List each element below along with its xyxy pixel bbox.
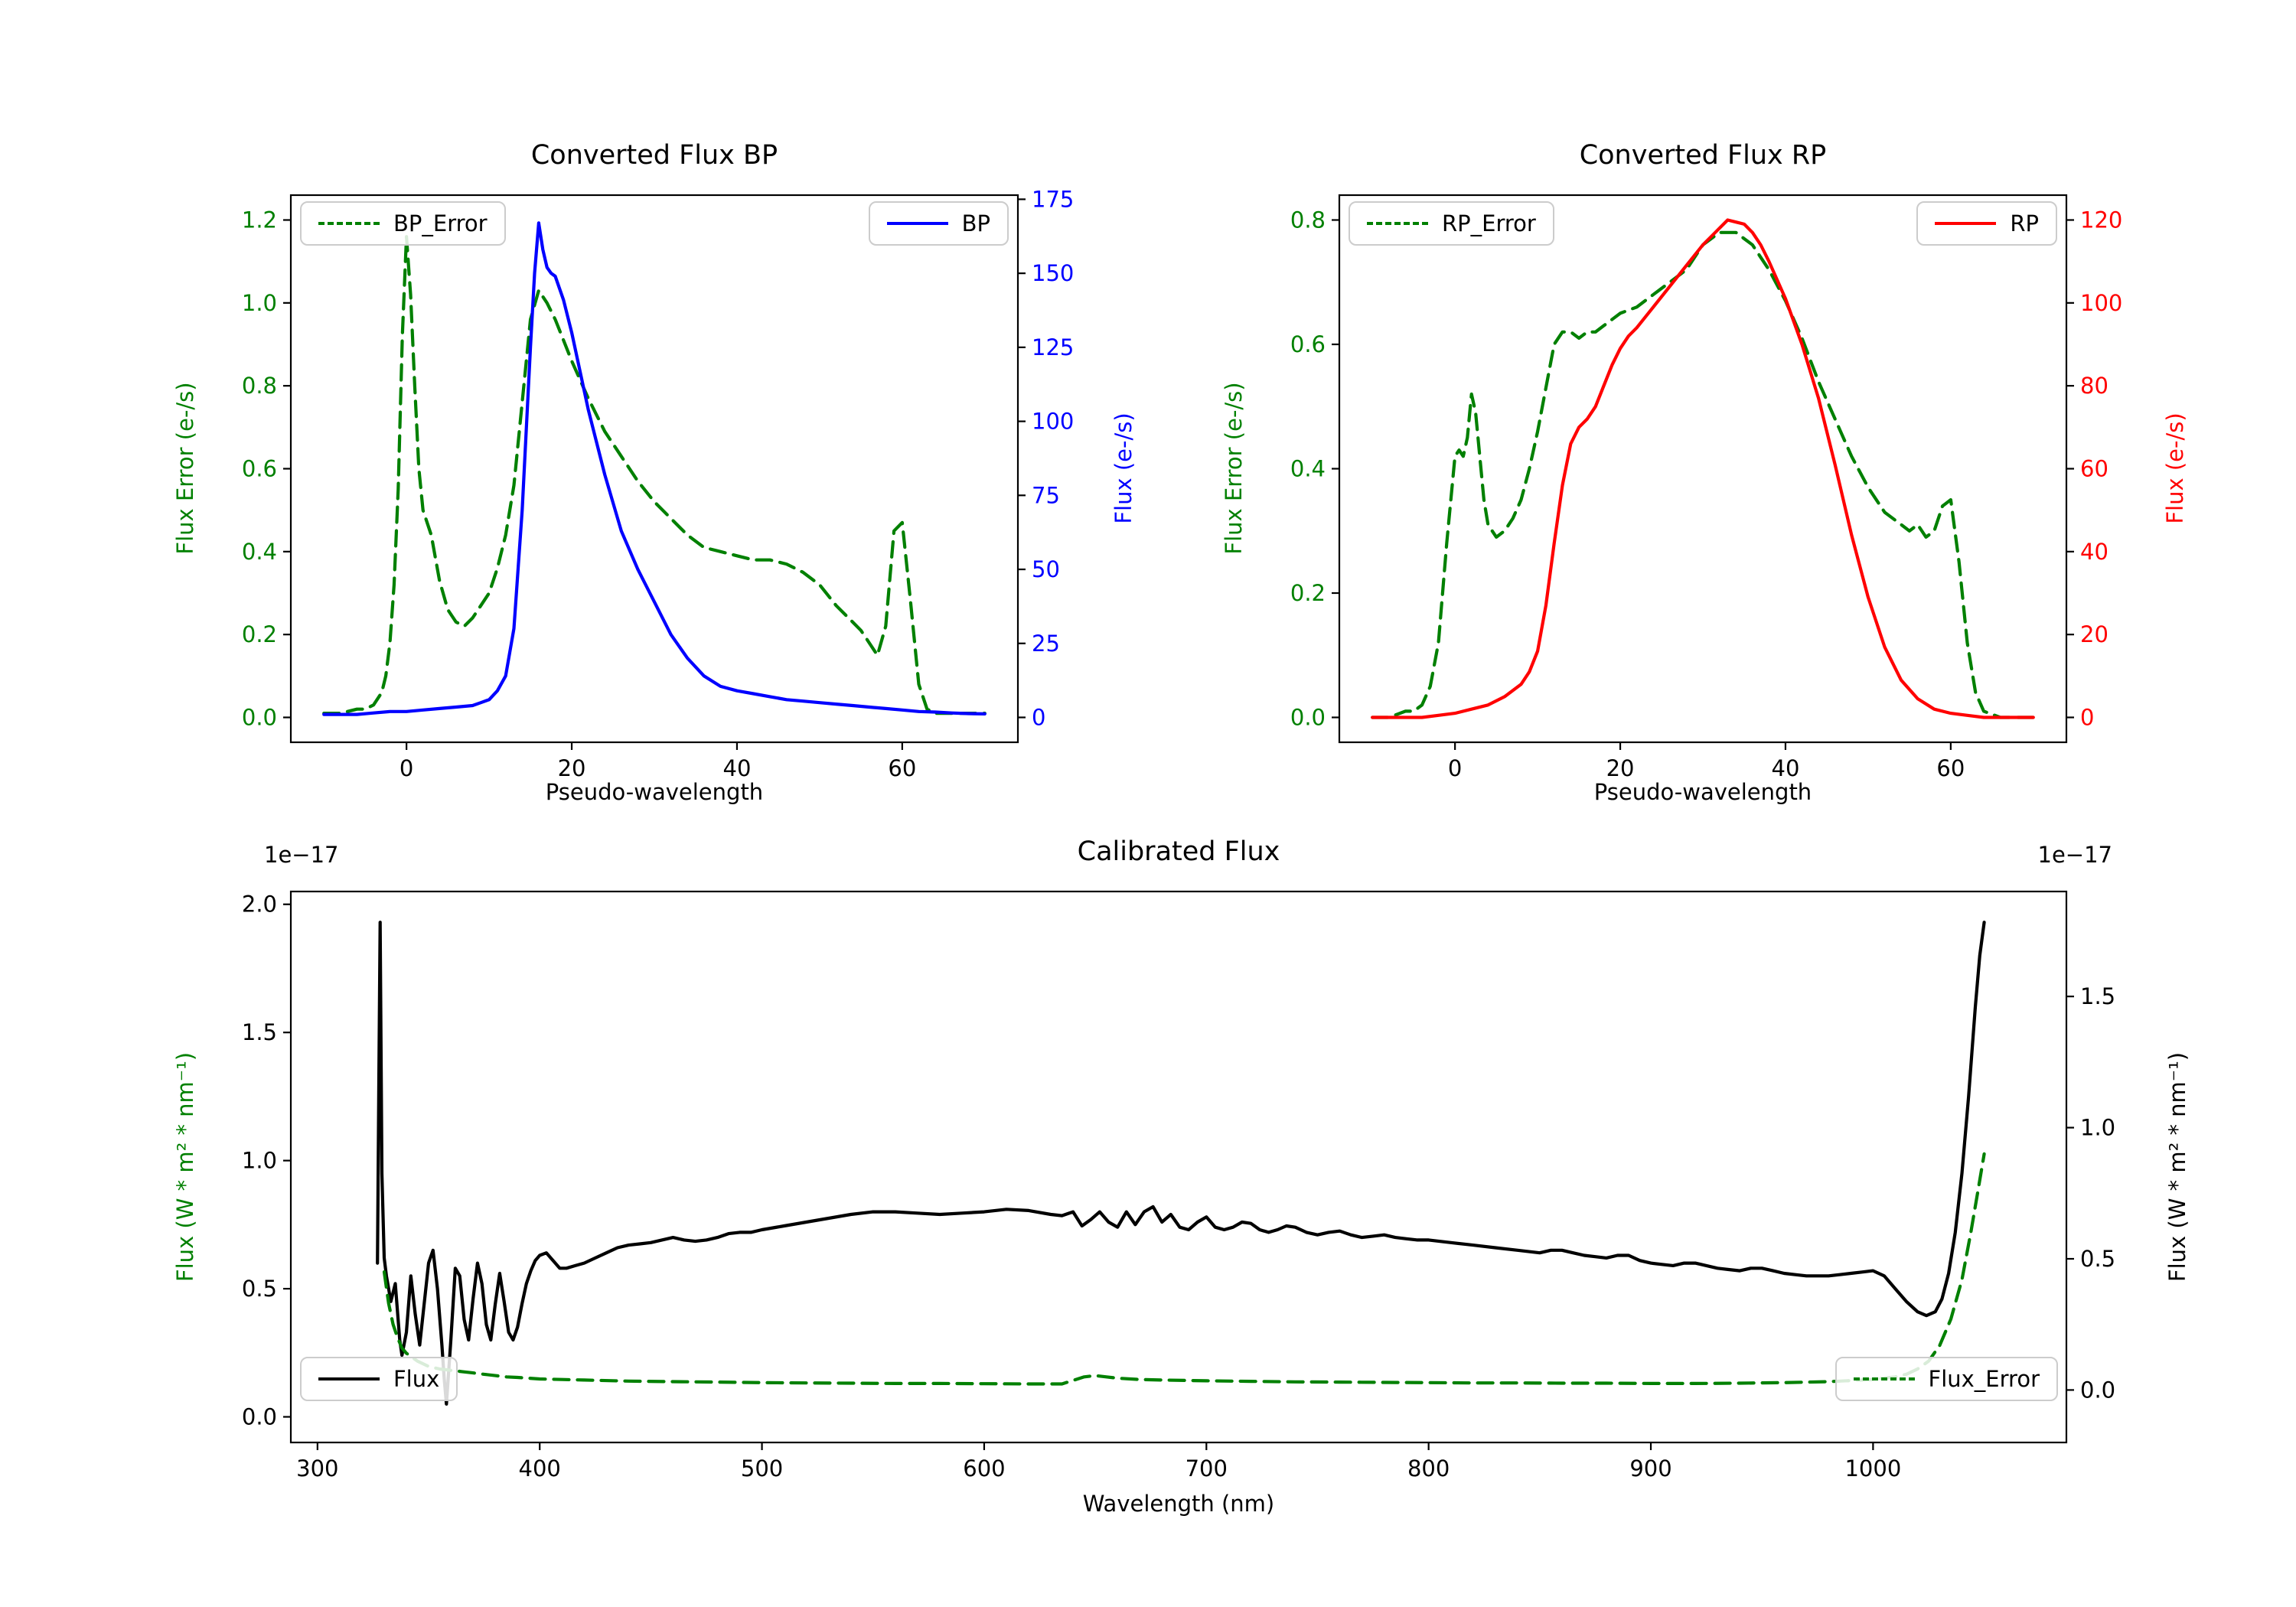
right-tick-label: 1.0 [2080,1115,2115,1141]
x-tick-label: 300 [296,1455,338,1482]
x-tick-label: 400 [519,1455,561,1482]
bp-chart-title: Converted Flux BP [530,140,778,171]
right-tick-label: 100 [2080,290,2122,316]
rp-error-legend-label: RP_Error [1442,210,1536,236]
x-tick-label: 800 [1407,1455,1450,1482]
right-tick-label: 175 [1032,186,1074,212]
left-tick-label: 2.0 [242,892,277,918]
left-tick-label: 0.5 [242,1276,277,1302]
right-tick-label: 125 [1032,334,1074,360]
x-tick-label: 60 [1936,755,1965,781]
right-tick-label: 150 [1032,260,1074,286]
calibrated-plot-area: 300 400 500 600 700 800 900 1000 0.0 0.5 1.0 1.5 2.0… [242,890,2115,1482]
x-tick-label: 0 [400,755,413,781]
rp-x-axis-label: Pseudo-wavelength [1593,779,1812,805]
rp-chart-title: Converted Flux RP [1579,140,1827,171]
left-tick-label: 0.8 [242,373,277,399]
x-tick-label: 600 [963,1455,1005,1482]
rp-plot-area: 0 20 40 60 0.0 0.2 0.4 0.6 0.8 0 20 40 60 80 100 120 [1290,194,2122,781]
flux-legend: Flux [300,1357,458,1401]
bp-line [322,221,987,716]
rp-left-axis-label: Flux Error (e-/s) [1221,382,1247,555]
bp-error-line [322,235,987,715]
right-tick-label: 80 [2080,373,2108,399]
calibrated-x-axis-label: Wavelength (nm) [1082,1491,1275,1517]
bp-x-axis-label: Pseudo-wavelength [545,779,764,805]
left-tick-label: 1.0 [242,1148,277,1174]
right-tick-label: 50 [1032,556,1060,582]
left-tick-label: 0.0 [1290,705,1326,731]
left-tick-label: 0.0 [242,705,277,731]
x-tick-label: 0 [1448,755,1462,781]
right-tick-label: 40 [2080,539,2108,565]
x-tick-label: 500 [741,1455,783,1482]
x-tick-label: 700 [1186,1455,1228,1482]
x-tick-label: 60 [888,755,916,781]
rp-error-line [1371,230,2035,719]
x-tick-label: 1000 [1844,1455,1901,1482]
bp-left-axis-label: Flux Error (e-/s) [172,382,198,555]
right-tick-label: 1.5 [2080,983,2115,1009]
flux-line-sample [318,1377,380,1380]
calibrated-chart-title: Calibrated Flux [1077,836,1280,867]
bp-error-legend: BP_Error [300,201,506,246]
x-tick-label: 20 [1606,755,1635,781]
flux-line [376,921,1986,1406]
left-tick-label: 0.8 [1290,207,1326,233]
right-tick-label: 0 [2080,705,2094,731]
flux-error-legend-label: Flux_Error [1928,1366,2040,1392]
right-tick-label: 0.5 [2080,1246,2115,1272]
x-tick-label: 40 [723,755,752,781]
plot-frame [289,890,2068,1444]
left-tick-label: 1.2 [242,207,277,233]
bp-error-legend-label: BP_Error [393,210,488,236]
right-tick-label: 25 [1032,631,1060,657]
bp-right-axis-label: Flux (e-/s) [1110,412,1137,524]
left-tick-label: 1.5 [242,1019,277,1045]
rp-error-legend: RP_Error [1349,201,1554,246]
left-tick-label: 0.6 [1290,331,1326,357]
rp-line [1371,218,2035,719]
right-tick-label: 75 [1032,482,1060,508]
rp-right-axis-label: Flux (e-/s) [2162,412,2188,524]
flux-error-line-sample [1853,1377,1915,1380]
rp-legend-label: RP [2010,210,2039,236]
rp-line-sample [1935,222,1997,225]
right-tick-label: 20 [2080,621,2108,647]
right-tick-label: 60 [2080,456,2108,482]
flux-error-legend: Flux_Error [1835,1357,2058,1401]
calibrated-left-offset-text: 1e−17 [264,842,339,868]
flux-legend-label: Flux [393,1366,440,1392]
calibrated-right-axis-label: Flux (W * m² * nm⁻¹) [2164,1051,2190,1283]
bp-plot-area: 0 20 40 60 0.0 0.2 0.4 0.6 0.8 1.0 1.2 0 25 50 75 100 12… [242,186,1074,781]
bp-legend-label: BP [961,210,990,236]
calibrated-left-axis-label: Flux (W * m² * nm⁻¹) [172,1051,198,1283]
plot-frame [1338,194,2068,744]
x-tick-label: 900 [1629,1455,1671,1482]
left-tick-label: 0.2 [242,621,277,647]
calibrated-right-offset-text: 1e−17 [2037,842,2113,868]
rp-error-line-sample [1367,222,1428,225]
left-tick-label: 0.6 [242,456,277,482]
right-tick-label: 100 [1032,409,1074,435]
right-tick-label: 120 [2080,207,2122,233]
x-tick-label: 20 [558,755,586,781]
rp-legend: RP [1916,201,2057,246]
left-tick-label: 1.0 [242,290,277,316]
left-tick-label: 0.4 [1290,456,1326,482]
right-tick-label: 0.0 [2080,1377,2115,1403]
left-tick-label: 0.2 [1290,580,1326,606]
left-tick-label: 0.4 [242,539,277,565]
right-tick-label: 0 [1032,705,1045,731]
bp-error-line-sample [318,222,380,225]
left-tick-label: 0.0 [242,1404,277,1430]
x-tick-label: 40 [1772,755,1800,781]
bp-line-sample [886,222,948,225]
bp-legend: BP [868,201,1009,246]
